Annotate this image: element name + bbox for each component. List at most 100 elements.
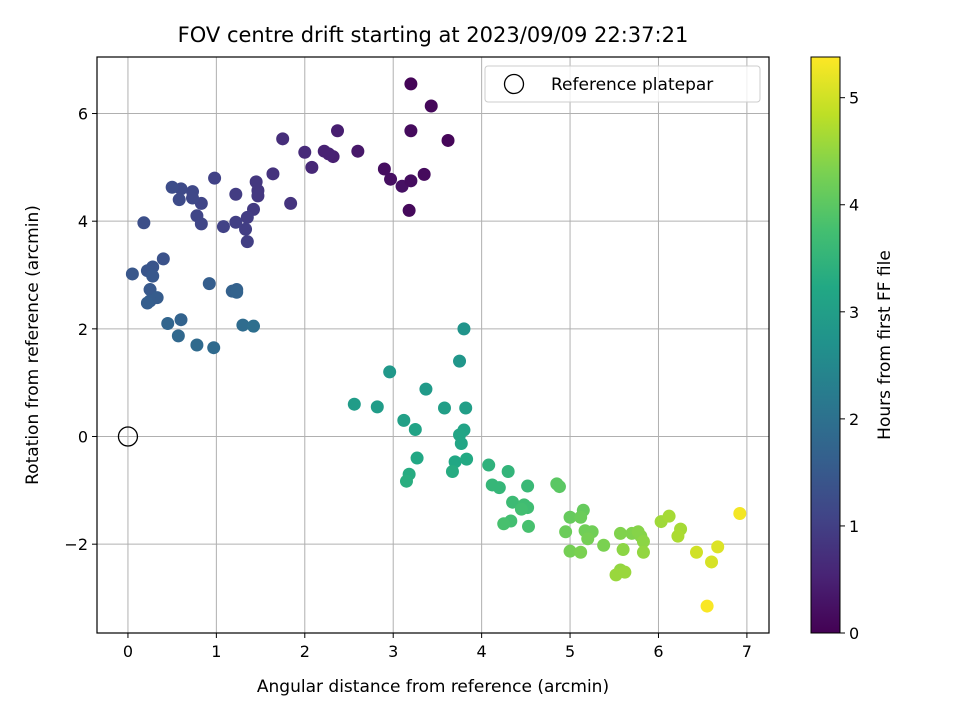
data-point	[165, 180, 179, 194]
data-point	[194, 217, 208, 231]
data-point	[404, 174, 418, 188]
x-tick-label: 0	[123, 642, 133, 661]
data-point	[247, 319, 261, 333]
data-point	[457, 322, 471, 336]
x-tick-label: 4	[477, 642, 487, 661]
data-point	[156, 252, 170, 266]
data-point	[445, 465, 459, 479]
data-point	[563, 544, 577, 558]
y-tick-label: 6	[78, 105, 88, 124]
y-tick-label: 2	[78, 320, 88, 339]
data-point	[636, 545, 650, 559]
data-point	[559, 525, 573, 539]
data-point	[171, 329, 185, 343]
data-point	[662, 509, 676, 523]
data-point	[137, 216, 151, 230]
legend: Reference platepar	[484, 65, 761, 103]
data-point	[581, 532, 595, 546]
colorbar-tick-label: 4	[849, 196, 859, 215]
reference-platepar-point	[117, 426, 139, 447]
x-axis-label: Angular distance from reference (arcmin)	[257, 677, 609, 697]
data-point	[733, 506, 747, 520]
data-point	[424, 99, 438, 113]
data-point	[229, 215, 243, 229]
data-point	[331, 124, 345, 138]
x-tick-label: 6	[653, 642, 663, 661]
data-point	[383, 365, 397, 379]
data-point	[305, 160, 319, 174]
data-point	[298, 145, 312, 159]
data-point	[322, 147, 336, 161]
y-axis-label: Rotation from reference (arcmin)	[23, 205, 43, 485]
data-point	[216, 220, 230, 234]
colorbar-tick-label: 5	[849, 89, 859, 108]
data-point	[618, 565, 632, 579]
data-point	[482, 458, 496, 472]
data-point	[351, 144, 365, 158]
data-point	[460, 452, 474, 466]
colorbar	[810, 56, 841, 634]
data-point	[410, 451, 424, 465]
data-point	[437, 401, 451, 415]
data-point	[284, 196, 298, 210]
data-point	[377, 162, 391, 176]
data-point	[404, 124, 418, 138]
data-point	[419, 382, 433, 396]
data-point	[125, 267, 139, 281]
scatter-points	[125, 77, 747, 613]
y-tick-label: 4	[78, 212, 88, 231]
data-point	[501, 465, 515, 479]
data-point	[700, 599, 714, 613]
data-point	[417, 167, 431, 181]
data-point	[711, 540, 725, 554]
data-point	[563, 510, 577, 524]
data-point	[161, 316, 175, 330]
colorbar-label: Hours from first FF file	[875, 250, 895, 440]
data-point	[190, 338, 204, 352]
data-point	[514, 502, 528, 516]
x-axis-ticks: 0 1 2 3 4 5 6 7	[123, 633, 752, 661]
data-point	[574, 545, 588, 559]
data-point	[521, 479, 535, 493]
data-point	[613, 526, 627, 540]
y-tick-label: −2	[64, 535, 88, 554]
data-point	[705, 555, 719, 569]
data-point	[408, 423, 422, 437]
plot-area-frame	[96, 56, 770, 634]
chart-title: FOV centre drift starting at 2023/09/09 …	[178, 23, 689, 47]
data-point	[616, 543, 630, 557]
data-point	[689, 545, 703, 559]
data-point	[207, 341, 221, 355]
colorbar-tick-label: 2	[849, 410, 859, 429]
data-point	[441, 133, 455, 147]
data-point	[404, 77, 418, 91]
data-point	[671, 529, 685, 543]
legend-box	[484, 65, 761, 103]
y-tick-label: 0	[78, 428, 88, 447]
data-point	[240, 235, 254, 249]
data-point	[397, 413, 411, 427]
data-point	[459, 401, 473, 415]
data-point	[402, 203, 416, 217]
x-tick-label: 2	[300, 642, 310, 661]
x-tick-label: 5	[565, 642, 575, 661]
data-point	[249, 175, 263, 189]
data-point	[492, 481, 506, 495]
colorbar-tick-label: 1	[849, 517, 859, 536]
data-point	[636, 534, 650, 548]
legend-open-circle-icon	[503, 73, 525, 95]
y-axis-ticks: −2 0 2 4 6	[64, 105, 97, 554]
data-point	[229, 187, 243, 201]
colorbar-ticks: 0 1 2 3 4 5	[840, 89, 859, 643]
data-point	[384, 172, 398, 186]
data-point	[597, 538, 611, 552]
data-point	[230, 285, 244, 299]
data-point	[146, 269, 160, 283]
data-point	[521, 519, 535, 533]
data-point	[251, 189, 265, 203]
legend-entry-label: Reference platepar	[551, 75, 713, 95]
data-point	[239, 222, 253, 236]
data-point	[399, 474, 413, 488]
